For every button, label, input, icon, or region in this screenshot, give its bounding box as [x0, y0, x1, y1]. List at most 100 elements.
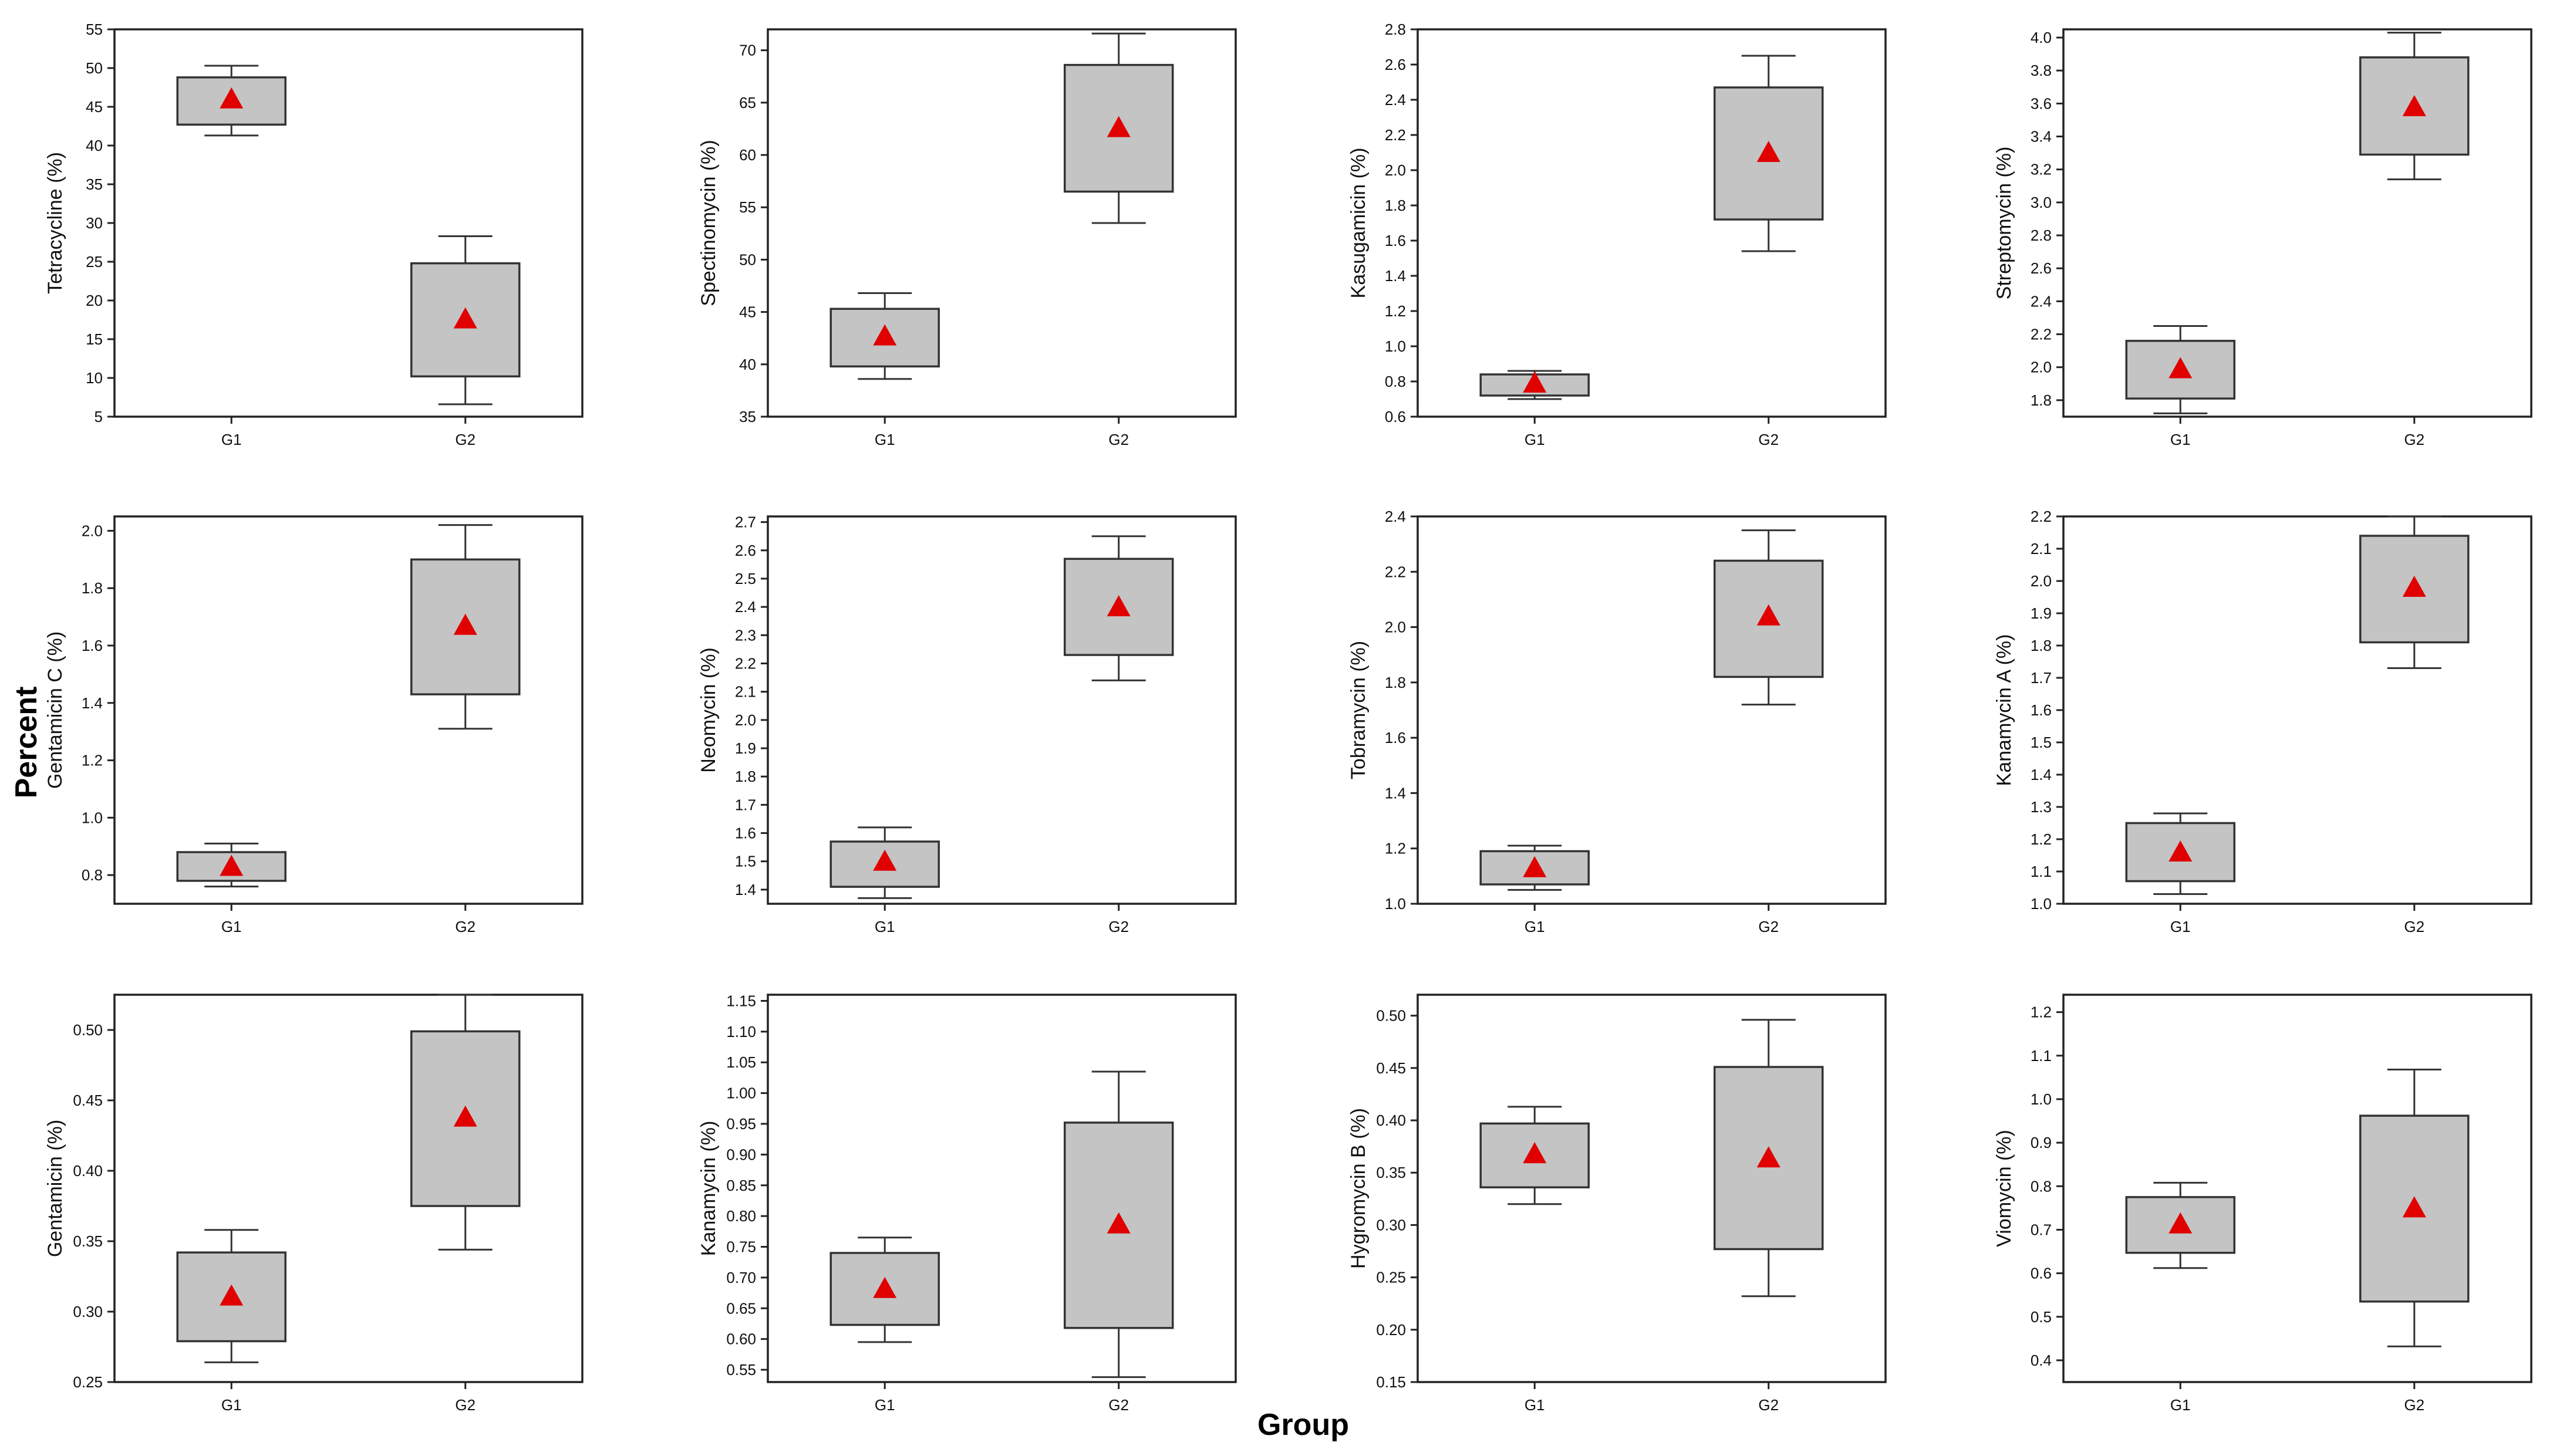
panel-5-g2-xtick-label: G2: [455, 918, 475, 935]
panel-11-g2-xtick-label: G2: [1758, 1396, 1779, 1414]
panel-7-ytick-label: 1.2: [1385, 840, 1406, 857]
panel-10-axis-frame: [767, 994, 1237, 1383]
panel-12-y-axis-title: Viomycin (%): [1993, 1130, 2015, 1247]
panel-10-g2-xtick-label: G2: [1108, 1396, 1129, 1414]
panel-4-ytick-label: 2.4: [2031, 292, 2052, 310]
panel-8-g2-mean-marker: [2402, 576, 2426, 597]
panel-6-ytick-label: 1.7: [735, 796, 756, 813]
panel-10-ytick-label: 0.85: [726, 1177, 756, 1194]
panel-6-ytick-label: 1.9: [735, 739, 756, 757]
panel-5-g1-xtick-label: G1: [221, 918, 242, 935]
panel-8-ytick-label: 1.8: [2031, 637, 2052, 654]
panel-7-g1-xtick-label: G1: [1525, 918, 1545, 935]
panel-1-g2-mean-marker: [453, 307, 477, 329]
panel-1-ytick-label: 35: [86, 175, 103, 193]
panel-7-ytick-label: 1.0: [1385, 895, 1406, 913]
panel-7-ytick-label: 2.4: [1385, 508, 1406, 525]
panel-8-ytick-label: 1.5: [2031, 734, 2052, 751]
panel-6-ytick-label: 2.4: [735, 598, 756, 616]
panel-4-g1-xtick-label: G1: [2170, 431, 2191, 448]
panel-3-ytick-label: 2.2: [1385, 126, 1406, 144]
panel-2-g1-box: [829, 308, 940, 368]
panel-8-g1-xtick-label: G1: [2170, 918, 2191, 935]
panel-8-g2-xtick-label: G2: [2404, 918, 2424, 935]
panel-6-g2-mean-marker: [1107, 595, 1131, 617]
panel-6-ytick-label: 2.3: [735, 626, 756, 644]
panel-8-ytick-label: 1.0: [2031, 895, 2052, 913]
panel-11-ytick-label: 0.25: [1376, 1269, 1406, 1286]
panel-9-y-axis-title: Gentamicin (%): [44, 1120, 66, 1257]
panels-container: 5 10 15 20 25 30 35 40 45 50 55 Tetracycline (%) G1 G…: [44, 21, 2532, 1414]
panel-12-g1-box: [2125, 1196, 2235, 1254]
panel-9-g1-mean-marker: [220, 1284, 244, 1306]
panel-8-ytick-label: 1.1: [2031, 863, 2052, 880]
panel-12-ytick-label: 1.2: [2031, 1004, 2052, 1021]
panel-3-ytick-label: 1.8: [1385, 197, 1406, 214]
panel-2-g2-xtick-label: G2: [1108, 431, 1129, 448]
panel-12-ytick-label: 0.8: [2031, 1177, 2052, 1195]
panel-9-g2-xtick-label: G2: [455, 1396, 475, 1414]
panel-6-g1-xtick-label: G1: [875, 918, 895, 935]
panel-10-g1-mean-marker: [873, 1276, 897, 1298]
panel-12-g1-mean-marker: [2168, 1212, 2193, 1234]
panel-11-ytick-label: 0.20: [1376, 1321, 1406, 1339]
panel-8: 1.0 1.1 1.2 1.3 1.4 1.5 1.6 1.7 1.8 1.9 2.0 2.1 2.2 K…: [1993, 508, 2532, 935]
panel-7-ytick-label: 2.2: [1385, 563, 1406, 580]
panel-3-ytick-label: 2.4: [1385, 91, 1406, 109]
panel-1-y-axis-title: Tetracycline (%): [44, 152, 66, 294]
panel-7-axis-frame: [1417, 515, 1887, 905]
overall-x-axis-title: Group: [1257, 1408, 1349, 1442]
panel-3-g1-mean-marker: [1523, 371, 1547, 393]
panel-4-ytick-label: 3.0: [2031, 194, 2052, 211]
panel-3-g2-xtick-label: G2: [1758, 431, 1779, 448]
panel-1-ytick-label: 40: [86, 137, 103, 154]
panel-9-ytick-label: 0.35: [73, 1232, 103, 1250]
panel-7-g1-box: [1479, 850, 1590, 886]
panel-10-g2-mean-marker: [1107, 1212, 1131, 1234]
panel-4-axis-frame: [2062, 28, 2532, 418]
panel-1-ytick-label: 55: [86, 21, 103, 38]
panel-9-ytick-label: 0.45: [73, 1092, 103, 1109]
panel-12-ytick-label: 1.0: [2031, 1090, 2052, 1108]
panel-9-ytick-label: 0.25: [73, 1373, 103, 1391]
overall-y-axis-title: Percent: [9, 687, 43, 799]
panel-7: 1.0 1.2 1.4 1.6 1.8 2.0 2.2 2.4 Tobramycin (%) G1…: [1347, 508, 1887, 935]
panel-2-ytick-label: 65: [739, 94, 756, 112]
panel-9-ytick-label: 0.50: [73, 1021, 103, 1039]
panel-11-ytick-label: 0.40: [1376, 1112, 1406, 1129]
panel-4-ytick-label: 2.2: [2031, 326, 2052, 343]
panel-4-ytick-label: 3.6: [2031, 94, 2052, 112]
panel-2-ytick-label: 60: [739, 146, 756, 164]
panel-4-ytick-label: 1.8: [2031, 391, 2052, 409]
panel-3-ytick-label: 1.2: [1385, 302, 1406, 320]
panel-1: 5 10 15 20 25 30 35 40 45 50 55 Tetracycline (%) G1 G…: [44, 21, 584, 448]
panel-12-ytick-label: 0.7: [2031, 1221, 2052, 1238]
panel-6: 1.4 1.5 1.6 1.7 1.8 1.9 2.0 2.1 2.2 2.3 2.4 2.5 2.6 2…: [697, 514, 1237, 935]
panel-6-g1-mean-marker: [873, 849, 897, 871]
panel-3-g1-xtick-label: G1: [1525, 431, 1545, 448]
panel-8-ytick-label: 1.6: [2031, 701, 2052, 719]
panel-10-ytick-label: 0.55: [726, 1361, 756, 1379]
panel-10-ytick-label: 1.05: [726, 1053, 756, 1071]
panel-1-ytick-label: 5: [95, 408, 103, 425]
panel-7-g1-mean-marker: [1523, 856, 1547, 877]
panel-12: 0.4 0.5 0.6 0.7 0.8 0.9 1.0 1.1 1.2 Viomycin (%) G…: [1993, 994, 2532, 1414]
panel-7-ytick-label: 1.8: [1385, 674, 1406, 691]
panel-12-ytick-label: 0.6: [2031, 1265, 2052, 1282]
panel-12-g2-xtick-label: G2: [2404, 1396, 2424, 1414]
panel-1-ytick-label: 15: [86, 330, 103, 348]
panel-10-ytick-label: 1.15: [726, 992, 756, 1009]
panel-11-ytick-label: 0.35: [1376, 1164, 1406, 1181]
panel-8-ytick-label: 2.1: [2031, 540, 2052, 558]
panel-10-ytick-label: 1.10: [726, 1023, 756, 1041]
panel-8-y-axis-title: Kanamycin A (%): [1993, 634, 2015, 786]
panel-6-ytick-label: 1.8: [735, 768, 756, 785]
panel-1-ytick-label: 45: [86, 98, 103, 116]
panel-12-ytick-label: 0.5: [2031, 1308, 2052, 1326]
panel-5-ytick-label: 0.8: [82, 866, 103, 884]
panel-3-y-axis-title: Kasugamicin (%): [1347, 148, 1370, 299]
panel-10-g1-xtick-label: G1: [875, 1396, 895, 1414]
panel-10-ytick-label: 0.80: [726, 1207, 756, 1225]
panel-2-ytick-label: 35: [739, 408, 756, 425]
